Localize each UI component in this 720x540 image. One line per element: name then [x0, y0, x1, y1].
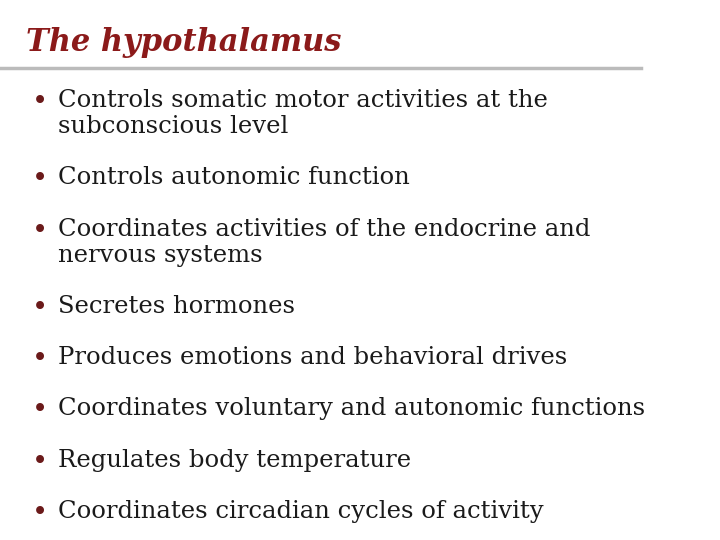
Text: subconscious level: subconscious level: [58, 115, 288, 138]
Text: •: •: [32, 500, 48, 527]
Text: Coordinates activities of the endocrine and: Coordinates activities of the endocrine …: [58, 218, 590, 241]
Text: Coordinates circadian cycles of activity: Coordinates circadian cycles of activity: [58, 500, 544, 523]
Text: •: •: [32, 449, 48, 476]
Text: •: •: [32, 397, 48, 424]
Text: Produces emotions and behavioral drives: Produces emotions and behavioral drives: [58, 346, 567, 369]
Text: Controls autonomic function: Controls autonomic function: [58, 166, 410, 190]
Text: •: •: [32, 166, 48, 193]
Text: The hypothalamus: The hypothalamus: [26, 27, 341, 58]
Text: Controls somatic motor activities at the: Controls somatic motor activities at the: [58, 89, 547, 112]
Text: Secretes hormones: Secretes hormones: [58, 295, 294, 318]
Text: Regulates body temperature: Regulates body temperature: [58, 449, 411, 472]
Text: •: •: [32, 218, 48, 245]
Text: •: •: [32, 346, 48, 373]
Text: •: •: [32, 89, 48, 116]
Text: Coordinates voluntary and autonomic functions: Coordinates voluntary and autonomic func…: [58, 397, 645, 421]
Text: nervous systems: nervous systems: [58, 244, 262, 267]
Text: •: •: [32, 295, 48, 322]
